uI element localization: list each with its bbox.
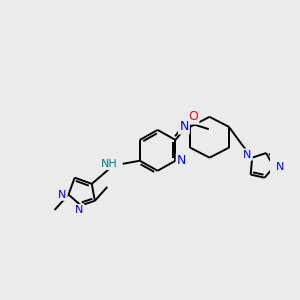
Text: N: N	[276, 162, 284, 172]
Text: N: N	[58, 190, 67, 200]
Text: N: N	[243, 150, 252, 160]
Text: N: N	[179, 120, 189, 134]
Text: N: N	[75, 205, 83, 215]
Text: O: O	[188, 110, 198, 123]
Text: NH: NH	[101, 159, 118, 169]
Text: N: N	[177, 154, 186, 167]
